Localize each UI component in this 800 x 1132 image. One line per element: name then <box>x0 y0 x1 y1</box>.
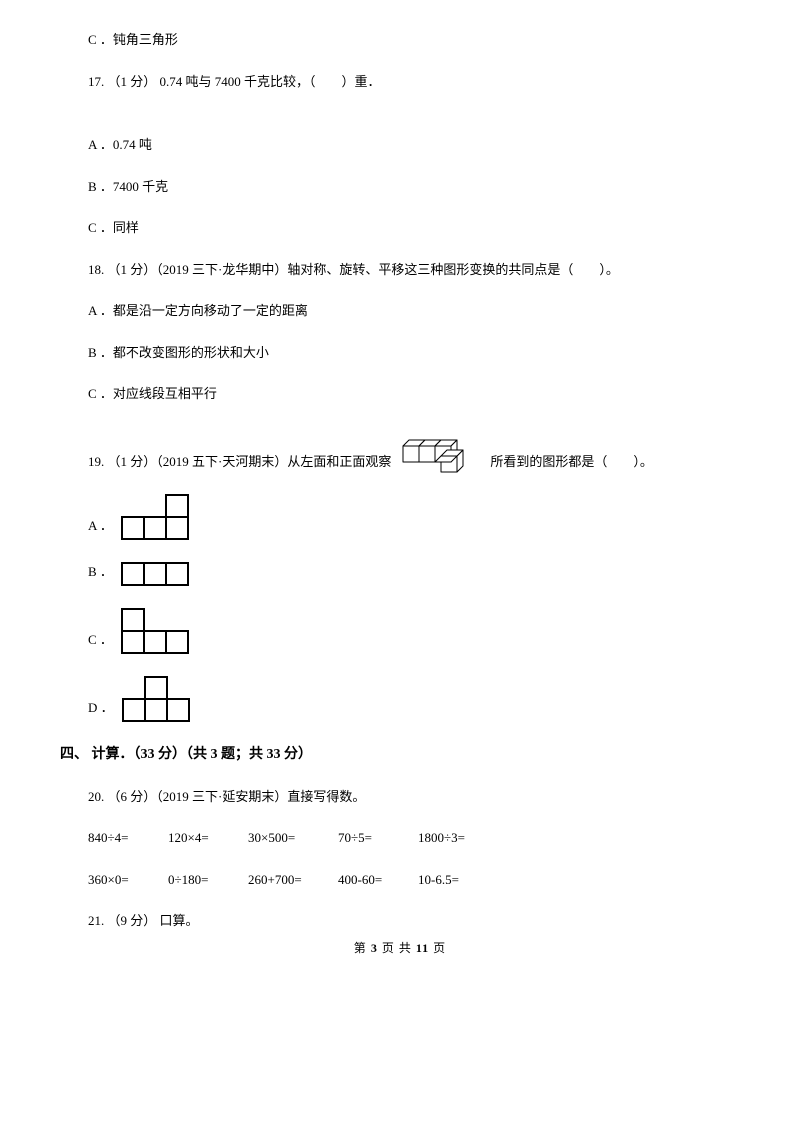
q19-option-c: C ． <box>60 608 740 654</box>
shape-a-icon <box>121 494 189 540</box>
q20-row2: 360×0=0÷180=260+700=400-60=10-6.5= <box>60 870 740 890</box>
option-label: D ． <box>88 698 114 722</box>
q18-option-a: A ．都是沿一定方向移动了一定的距离 <box>60 301 740 321</box>
option-text: A ．都是沿一定方向移动了一定的距离 <box>88 303 308 318</box>
stem-text: 17. （1 分） 0.74 吨与 7400 千克比较，（ ）重． <box>88 74 381 89</box>
stem-text: 18. （1 分）（2019 三下·龙华期中）轴对称、旋转、平移这三种图形变换的… <box>88 262 619 277</box>
option-label: C ． <box>88 630 113 654</box>
stem-text: 20. （6 分）（2019 三下·延安期末）直接写得数。 <box>88 789 365 804</box>
shape-d-icon <box>122 676 190 722</box>
stem-post: 所看到的图形都是（ ）。 <box>477 452 653 472</box>
cube-figure-icon <box>397 436 471 476</box>
q20-stem: 20. （6 分）（2019 三下·延安期末）直接写得数。 <box>60 787 740 807</box>
q16-option-c: C ．钝角三角形 <box>60 30 740 50</box>
option-label: A ． <box>88 516 113 540</box>
q19-option-b: B ． <box>60 562 740 586</box>
calc-item: 70÷5= <box>338 828 418 848</box>
q20-row1: 840÷4=120×4=30×500=70÷5=1800÷3= <box>60 828 740 848</box>
calc-item: 10-6.5= <box>418 870 508 890</box>
calc-item: 260+700= <box>248 870 338 890</box>
calc-item: 360×0= <box>88 870 168 890</box>
q18-stem: 18. （1 分）（2019 三下·龙华期中）轴对称、旋转、平移这三种图形变换的… <box>60 260 740 280</box>
q17-option-a: A ．0.74 吨 <box>60 135 740 155</box>
q19-stem: 19. （1 分）（2019 五下·天河期末）从左面和正面观察 所看到的图形都是… <box>60 436 740 472</box>
calc-item: 120×4= <box>168 828 248 848</box>
option-text: B ．7400 千克 <box>88 179 168 194</box>
option-text: C ．对应线段互相平行 <box>88 386 217 401</box>
title-text: 四、 计算．（33 分）（共 3 题；共 33 分） <box>60 747 312 762</box>
shape-c-icon <box>121 608 189 654</box>
page-footer: 第 3 页 共 11 页 <box>60 939 740 957</box>
option-text: C ．同样 <box>88 220 139 235</box>
footer-pre: 第 <box>354 941 371 955</box>
footer-post: 页 <box>429 941 446 955</box>
calc-item: 840÷4= <box>88 828 168 848</box>
option-text: C ．钝角三角形 <box>88 32 178 47</box>
option-label: B ． <box>88 562 113 586</box>
option-text: B ．都不改变图形的形状和大小 <box>88 345 269 360</box>
q21-stem: 21. （9 分） 口算。 <box>60 911 740 931</box>
q17-stem: 17. （1 分） 0.74 吨与 7400 千克比较，（ ）重． <box>60 72 740 92</box>
calc-item: 0÷180= <box>168 870 248 890</box>
footer-total: 11 <box>416 941 429 955</box>
option-text: A ．0.74 吨 <box>88 137 152 152</box>
section-4-title: 四、 计算．（33 分）（共 3 题；共 33 分） <box>60 744 740 765</box>
calc-item: 1800÷3= <box>418 828 508 848</box>
calc-item: 400-60= <box>338 870 418 890</box>
q19-option-a: A ． <box>60 494 740 540</box>
stem-text: 21. （9 分） 口算。 <box>88 913 199 928</box>
q18-option-b: B ．都不改变图形的形状和大小 <box>60 343 740 363</box>
q18-option-c: C ．对应线段互相平行 <box>60 384 740 404</box>
calc-item: 30×500= <box>248 828 338 848</box>
shape-b-icon <box>121 562 189 586</box>
footer-page: 3 <box>371 941 378 955</box>
q19-option-d: D ． <box>60 676 740 722</box>
stem-pre: 19. （1 分）（2019 五下·天河期末）从左面和正面观察 <box>88 452 391 472</box>
q17-option-c: C ．同样 <box>60 218 740 238</box>
q17-option-b: B ．7400 千克 <box>60 177 740 197</box>
footer-mid: 页 共 <box>378 941 416 955</box>
